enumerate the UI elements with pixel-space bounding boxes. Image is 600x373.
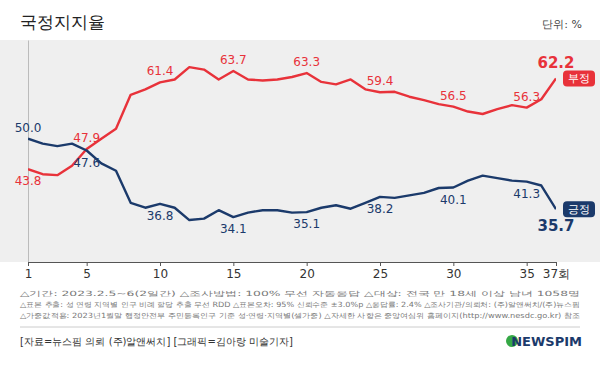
x-tick: 35: [520, 262, 535, 281]
x-tick-label: 20: [300, 267, 315, 281]
x-tick-label: 37회: [543, 267, 570, 281]
x-tick-mark: [28, 262, 29, 266]
x-tick-label: 5: [83, 267, 91, 281]
note: △표본 추출: 성 연령 지역별 인구 비례 할당 추출 무선 RDD △표본오…: [20, 300, 580, 309]
series-line: [28, 67, 556, 175]
title: 국정지지율: [20, 12, 105, 32]
x-tick-mark: [453, 262, 454, 266]
notes: △기간: 2023.2.5~6(2일간) △조사방법: 100% 무선 자동응답…: [20, 289, 580, 320]
data-labels: 43.8 47.9 61.4 63.7 63.3 59.4 56.5 56.3 62.2 50.0…: [15, 53, 575, 236]
data-label: 47.6: [73, 156, 100, 170]
data-label: 63.3: [293, 55, 320, 69]
x-axis: 1510152025303537회: [25, 262, 570, 281]
data-label: 38.2: [367, 202, 394, 216]
data-label: 41.3: [513, 187, 540, 201]
plot-background: [0, 40, 600, 262]
x-tick-label: 1: [25, 267, 33, 281]
x-tick: 25: [373, 262, 388, 281]
source: [자료=뉴스핌 의뢰 (주)알앤써치] [그래픽=김아랑 미술기자]: [20, 336, 293, 347]
x-tick-label: 25: [373, 267, 388, 281]
data-label: 59.4: [367, 74, 394, 88]
x-tick-mark: [160, 262, 161, 266]
data-label: 47.9: [73, 131, 100, 145]
separator: [20, 327, 580, 328]
legend-label: 부정: [568, 72, 590, 85]
data-label: 35.7: [537, 217, 574, 235]
data-label: 56.3: [513, 90, 540, 104]
x-tick: 10: [153, 262, 168, 281]
legend-swatch: [563, 201, 595, 217]
y-axis: [28, 41, 29, 263]
x-tick: 5: [83, 262, 91, 281]
data-label: 56.5: [440, 89, 467, 103]
x-tick: 30: [446, 262, 461, 281]
x-tick-mark: [307, 262, 308, 266]
x-tick-label: 10: [153, 267, 168, 281]
x-tick-mark: [87, 262, 88, 266]
logo: NEWSPIM: [511, 334, 582, 349]
data-label: 36.8: [147, 209, 174, 223]
x-tick-label: 35: [520, 267, 535, 281]
legend: 부정긍정: [563, 70, 595, 217]
unit: 단위: %: [542, 18, 582, 31]
x-tick: 20: [300, 262, 315, 281]
note: △가중값적용: 2023년1월말 행정안전부 주민등록인구 기준 성·연령·지역…: [20, 311, 580, 320]
legend-swatch: [563, 70, 595, 86]
x-tick-mark: [380, 262, 381, 266]
data-label: 63.7: [220, 53, 247, 67]
x-tick-mark: [527, 262, 528, 266]
data-label: 62.2: [537, 54, 574, 72]
data-label: 40.1: [440, 193, 467, 207]
x-tick-label: 15: [226, 267, 241, 281]
data-label: 34.1: [220, 222, 247, 236]
x-tick-mark: [556, 262, 557, 266]
data-label: 61.4: [147, 64, 174, 78]
x-tick: 1: [25, 262, 33, 281]
x-axis-line: [29, 262, 557, 263]
x-tick: 15: [226, 262, 241, 281]
y-axis-line: [28, 41, 29, 263]
series-line: [28, 139, 556, 220]
lines: [28, 67, 556, 220]
data-label: 35.1: [293, 217, 320, 231]
x-tick-label: 30: [446, 267, 461, 281]
legend-label: 긍정: [568, 203, 590, 216]
legend-item: 긍정: [563, 201, 595, 217]
x-tick: 37회: [543, 262, 570, 281]
x-tick-mark: [233, 262, 234, 266]
data-label: 43.8: [15, 174, 42, 188]
note: △기간: 2023.2.5~6(2일간) △조사방법: 100% 무선 자동응답…: [20, 289, 580, 298]
legend-item: 부정: [563, 70, 595, 86]
chart: 국정지지율단위: %1510152025303537회43.847.961.46…: [0, 0, 600, 373]
data-label: 50.0: [15, 121, 42, 135]
